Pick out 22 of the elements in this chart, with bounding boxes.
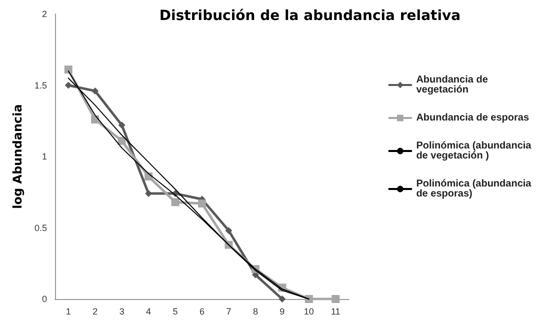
x-tick-label: 6 [199,306,205,316]
legend-label: Abundancia de esporas [416,112,530,124]
y-tick-label: 0 [42,294,47,304]
y-tick-label: 1 [42,152,47,162]
x-tick-label: 2 [92,306,98,316]
legend-label: Polinómica (abundancia de vegetación ) [416,140,534,162]
legend-label: Abundancia de vegetación [416,74,491,96]
y-axis-title: log Abundancia [10,104,25,209]
x-tick-label: 5 [172,306,178,316]
x-tick-label: 1 [66,306,71,316]
chart-title: Distribución de la abundancia relativa [159,8,461,24]
x-tick-label: 8 [252,306,258,316]
x-tick-label: 9 [280,306,285,316]
x-tick-label: 3 [119,306,124,316]
x-tick-label: 7 [226,306,232,316]
y-tick-label: 0.5 [34,222,47,233]
y-tick-label: 2 [42,9,47,19]
y-tick-label: 1.5 [34,80,47,90]
x-tick-label: 10 [304,306,314,316]
x-tick-label: 11 [330,306,340,316]
x-tick-label: 4 [146,306,152,316]
legend-label: Polinómica (abundancia de esporas) [416,178,534,200]
